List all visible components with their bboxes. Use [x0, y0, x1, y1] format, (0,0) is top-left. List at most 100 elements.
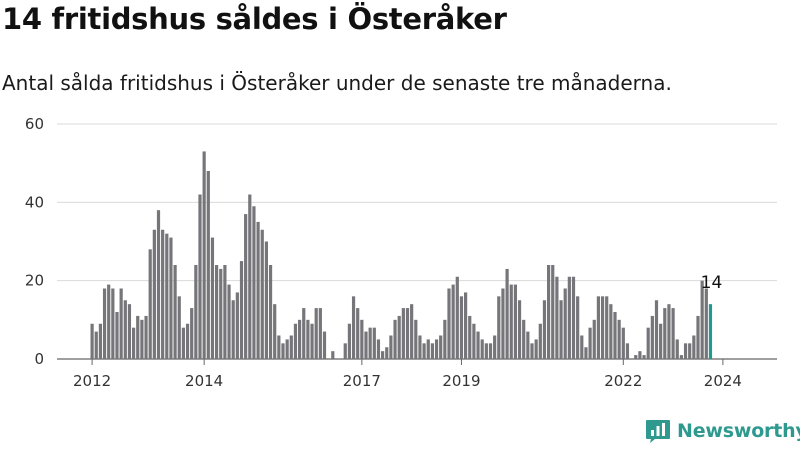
bar	[360, 319, 364, 359]
bar	[517, 300, 522, 359]
bar	[356, 308, 360, 359]
bar	[190, 308, 194, 359]
bar	[571, 276, 576, 359]
bar	[268, 265, 273, 359]
bar	[107, 284, 111, 359]
x-tick-label: 2014	[185, 372, 223, 390]
newsworthy-logo-icon	[646, 420, 670, 443]
bar	[700, 280, 704, 359]
bar	[405, 308, 410, 359]
bar	[111, 288, 115, 359]
bar	[194, 265, 198, 359]
bar	[493, 335, 497, 359]
bar	[389, 335, 393, 359]
bar	[410, 304, 414, 359]
bar	[210, 237, 215, 359]
bar	[127, 304, 132, 359]
bar	[542, 300, 547, 359]
bar	[273, 304, 277, 359]
bar	[555, 276, 559, 359]
bar	[679, 355, 683, 359]
bar	[244, 214, 248, 359]
bar	[484, 343, 488, 359]
bar	[563, 288, 567, 359]
bar	[468, 315, 472, 359]
bar	[414, 319, 418, 359]
bar	[534, 339, 538, 359]
bar-highlight	[708, 304, 713, 359]
bar	[696, 315, 700, 359]
bar	[123, 300, 127, 359]
bar	[654, 300, 659, 359]
bar	[289, 335, 293, 359]
bar	[98, 323, 102, 359]
bar	[156, 210, 161, 359]
bar	[372, 327, 376, 359]
x-tick-label: 2019	[442, 372, 480, 390]
bar	[505, 268, 509, 359]
bar	[285, 339, 289, 359]
bar	[667, 304, 671, 359]
bar	[488, 343, 493, 359]
bar	[385, 347, 389, 359]
bar	[331, 351, 335, 359]
bar	[223, 265, 227, 359]
bar	[501, 288, 505, 359]
bar	[239, 261, 244, 359]
bar	[256, 221, 260, 359]
bar	[576, 296, 580, 359]
bar	[675, 339, 679, 359]
bar	[634, 355, 638, 359]
data-labels: 14	[701, 273, 723, 293]
bar	[472, 323, 476, 359]
bar	[102, 288, 107, 359]
bar	[451, 284, 455, 359]
x-tick-label: 2022	[604, 372, 642, 390]
bar	[551, 265, 555, 359]
bar	[513, 284, 517, 359]
bar	[347, 323, 351, 359]
bar	[596, 296, 600, 359]
chart-subtitle: Antal sålda fritidshus i Österåker under…	[2, 71, 672, 95]
bar	[165, 233, 169, 359]
bar	[497, 296, 501, 359]
bar	[426, 339, 430, 359]
bar	[638, 351, 642, 359]
bar	[94, 331, 98, 359]
y-tick-label: 0	[34, 350, 44, 368]
bar	[376, 339, 381, 359]
bar	[464, 292, 468, 359]
bar	[476, 331, 480, 359]
bar	[447, 288, 451, 359]
bar	[260, 229, 264, 359]
bar	[132, 327, 136, 359]
brand-name: Newsworthy	[677, 420, 800, 442]
bar	[281, 343, 285, 359]
bar	[418, 335, 422, 359]
bar	[704, 288, 708, 359]
bar	[148, 249, 152, 359]
bar	[198, 194, 202, 359]
bar	[264, 241, 268, 359]
bar	[393, 319, 397, 359]
bar	[219, 268, 223, 359]
bar	[650, 315, 654, 359]
bar	[351, 296, 356, 359]
bar	[322, 331, 327, 359]
y-tick-label: 20	[25, 272, 44, 290]
x-tick-label: 2017	[343, 372, 381, 390]
bar	[119, 288, 123, 359]
bar	[567, 276, 571, 359]
bar	[115, 312, 119, 359]
bar	[202, 151, 206, 359]
y-axis-ticks: 0 20 40 60	[25, 115, 44, 368]
bar	[161, 229, 165, 359]
bar	[318, 308, 322, 359]
bar	[547, 265, 551, 359]
y-tick-label: 40	[25, 193, 44, 211]
bar	[625, 343, 630, 359]
bar	[177, 296, 181, 359]
bar	[434, 339, 439, 359]
bar	[136, 315, 140, 359]
bar	[692, 335, 696, 359]
